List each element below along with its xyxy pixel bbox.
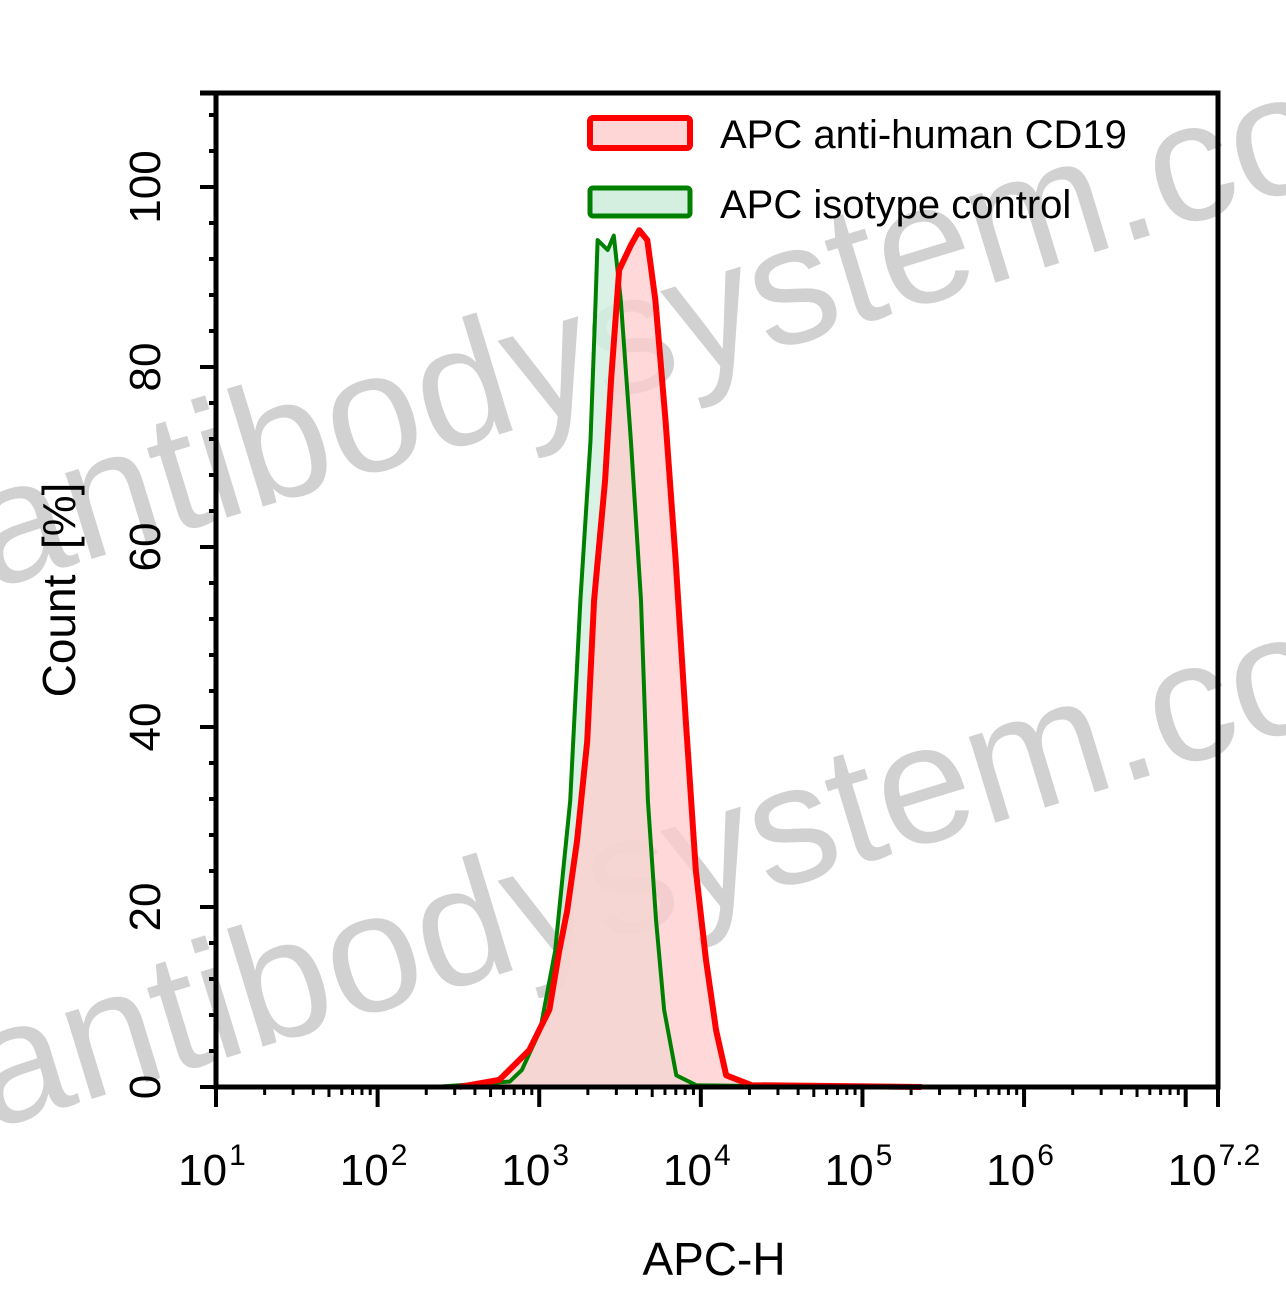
legend-label-isotype: APC isotype control (720, 183, 1071, 227)
y-tick-label: 100 (121, 150, 170, 223)
legend-item-cd19: APC anti-human CD19 (587, 113, 1127, 157)
isotype-histogram-line (434, 233, 829, 1089)
axis-ticks (200, 90, 1220, 1107)
x-axis-tick-labels: 101 102 103 104 105 106 107.2 (178, 1139, 1260, 1195)
x-tick-label: 106 (986, 1139, 1054, 1195)
y-tick-label: 20 (121, 883, 170, 932)
y-tick-label: 80 (121, 343, 170, 392)
x-tick-label: 101 (178, 1139, 246, 1195)
legend: APC anti-human CD19 APC isotype control (587, 113, 1127, 227)
y-tick-label: 60 (121, 523, 170, 572)
x-axis-title: APC-H (642, 1233, 785, 1285)
legend-swatch-red (587, 115, 693, 151)
x-tick-label: 103 (501, 1139, 569, 1195)
y-tick-label: 0 (121, 1075, 170, 1099)
legend-label-cd19: APC anti-human CD19 (720, 113, 1127, 157)
y-tick-label: 40 (121, 703, 170, 752)
legend-swatch-green (587, 185, 693, 219)
x-tick-label: 102 (340, 1139, 408, 1195)
legend-item-isotype: APC isotype control (587, 183, 1071, 227)
y-axis-title: Count [%] (33, 483, 85, 698)
x-tick-label: 105 (825, 1139, 893, 1195)
cd19-histogram-line (458, 227, 922, 1090)
x-tick-label: 107.2 (1168, 1139, 1261, 1195)
plot-frame (213, 90, 1221, 1090)
series-layer (434, 227, 922, 1090)
y-axis-tick-labels: 0 20 40 60 80 100 (121, 150, 170, 1099)
x-tick-label: 104 (663, 1139, 731, 1195)
